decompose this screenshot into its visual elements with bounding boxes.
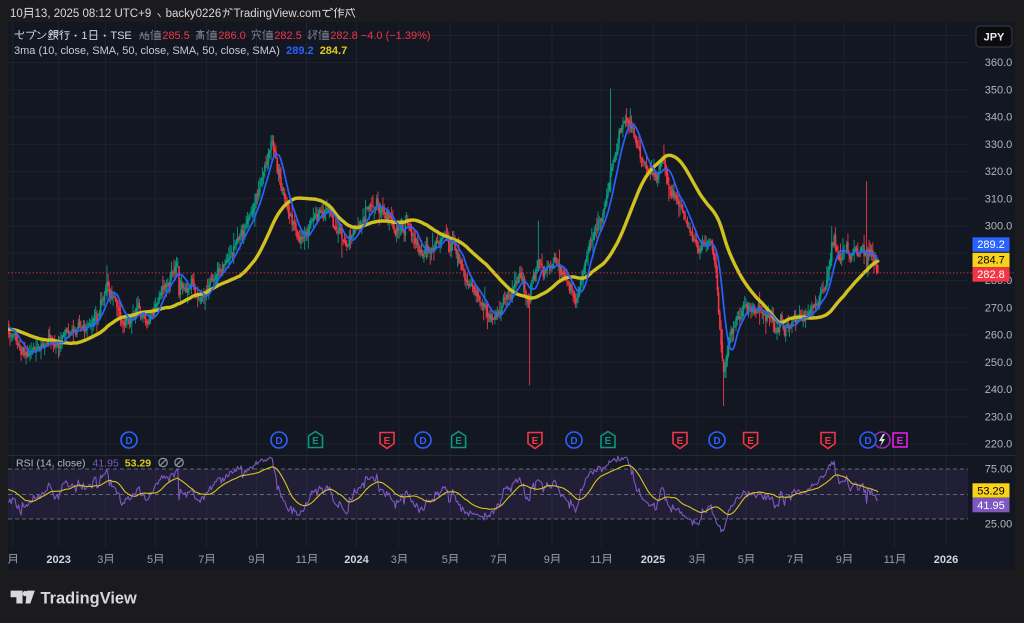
svg-text:7: 7 (490, 554, 496, 566)
svg-text:TradingView.com: TradingView.com (233, 8, 321, 20)
svg-text:282.5: 282.5 (274, 30, 302, 42)
svg-text:E: E (312, 436, 319, 447)
svg-text:1: 1 (81, 30, 87, 42)
svg-text:350.0: 350.0 (985, 84, 1013, 96)
svg-text:75.00: 75.00 (985, 464, 1013, 476)
svg-text:TradingView: TradingView (41, 590, 137, 608)
svg-text:D: D (275, 436, 282, 447)
svg-text:backy0226: backy0226 (166, 8, 222, 20)
svg-text:E: E (747, 436, 754, 447)
svg-text:3: 3 (97, 554, 103, 566)
svg-text:360.0: 360.0 (985, 57, 1013, 69)
svg-text:7: 7 (198, 554, 204, 566)
svg-text:285.5: 285.5 (162, 30, 190, 42)
svg-text:270.0: 270.0 (985, 302, 1013, 314)
svg-text:284.7: 284.7 (320, 45, 348, 57)
svg-text:D: D (125, 436, 132, 447)
svg-text:53.29: 53.29 (125, 458, 151, 470)
svg-text:286.0: 286.0 (218, 30, 246, 42)
svg-text:5: 5 (147, 554, 153, 566)
svg-text:D: D (713, 436, 720, 447)
svg-text:2024: 2024 (344, 554, 369, 566)
svg-text:2026: 2026 (934, 554, 958, 566)
svg-text:11: 11 (590, 554, 601, 566)
svg-text:25.00: 25.00 (985, 519, 1013, 531)
svg-text:250.0: 250.0 (985, 357, 1013, 369)
svg-text:289.2: 289.2 (286, 45, 314, 57)
svg-text:41.95: 41.95 (977, 500, 1005, 512)
svg-text:3ma (10, close, SMA, 50, close: 3ma (10, close, SMA, 50, close, SMA, 50,… (14, 45, 280, 57)
svg-text:340.0: 340.0 (985, 112, 1013, 124)
svg-text:330.0: 330.0 (985, 139, 1013, 151)
svg-text:9: 9 (248, 554, 254, 566)
svg-text:282.8: 282.8 (330, 30, 358, 42)
svg-text:E: E (605, 436, 612, 447)
svg-text:E: E (897, 436, 904, 447)
svg-text:260.0: 260.0 (985, 330, 1013, 342)
svg-text:D: D (419, 436, 426, 447)
svg-text:D: D (864, 436, 871, 447)
svg-text:53.29: 53.29 (977, 485, 1005, 497)
svg-text:289.2: 289.2 (977, 239, 1005, 251)
svg-text:E: E (825, 436, 832, 447)
svg-text:11: 11 (296, 554, 307, 566)
svg-text:RSI (14, close): RSI (14, close) (16, 458, 85, 470)
svg-text:E: E (677, 436, 684, 447)
svg-text:282.8: 282.8 (977, 269, 1005, 281)
svg-text:300.0: 300.0 (985, 221, 1013, 233)
svg-text:41.95: 41.95 (92, 458, 118, 470)
svg-text:3: 3 (391, 554, 397, 566)
svg-text:7: 7 (787, 554, 793, 566)
svg-text:9: 9 (544, 554, 550, 566)
svg-text:E: E (384, 436, 391, 447)
svg-text:−4.0 (−1.39%): −4.0 (−1.39%) (361, 30, 431, 42)
svg-text:5: 5 (738, 554, 744, 566)
svg-text:9: 9 (836, 554, 842, 566)
svg-text:320.0: 320.0 (985, 166, 1013, 178)
svg-text:11: 11 (884, 554, 895, 566)
svg-text:13, 2025 08:12 UTC+9: 13, 2025 08:12 UTC+9 (35, 8, 152, 20)
svg-text:220.0: 220.0 (985, 439, 1013, 451)
svg-text:D: D (570, 436, 577, 447)
svg-text:2023: 2023 (46, 554, 70, 566)
svg-text:284.7: 284.7 (977, 255, 1005, 267)
svg-text:JPY: JPY (984, 32, 1005, 44)
svg-text:230.0: 230.0 (985, 411, 1013, 423)
svg-text:3: 3 (689, 554, 695, 566)
svg-text:310.0: 310.0 (985, 193, 1013, 205)
svg-text:E: E (455, 436, 462, 447)
svg-text:2025: 2025 (641, 554, 665, 566)
svg-text:240.0: 240.0 (985, 384, 1013, 396)
svg-text:TSE: TSE (110, 30, 131, 42)
svg-text:E: E (532, 436, 539, 447)
svg-text:10: 10 (10, 8, 23, 20)
svg-text:5: 5 (442, 554, 448, 566)
